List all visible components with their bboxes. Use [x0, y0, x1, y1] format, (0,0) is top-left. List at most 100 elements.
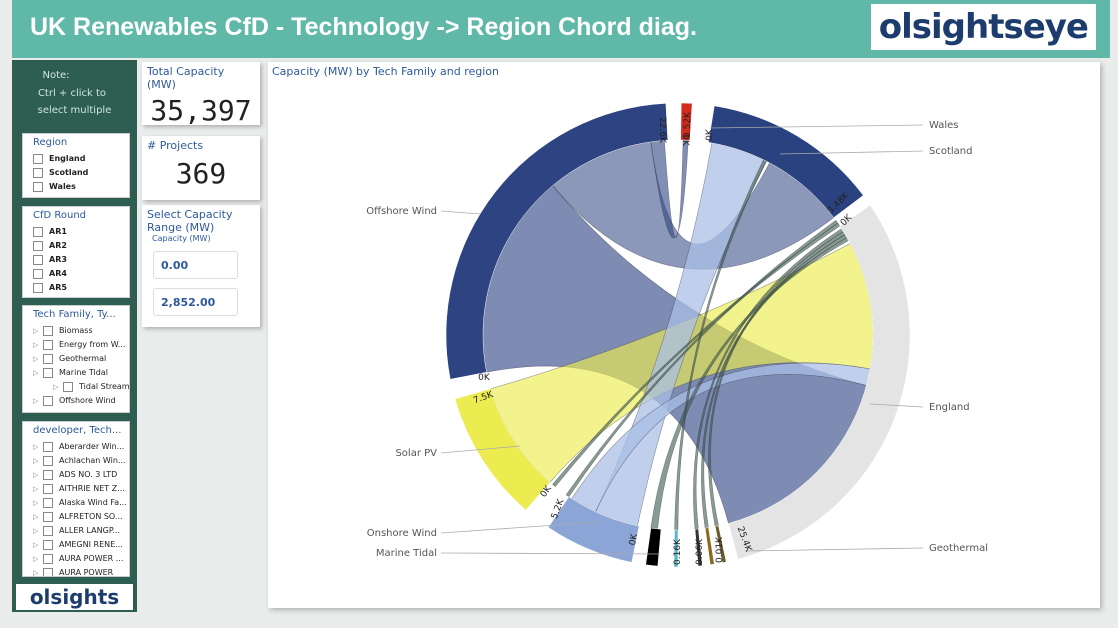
slicer-item[interactable]: England: [23, 152, 129, 166]
slicer-item-text: Marine Tidal: [59, 368, 108, 377]
note-title: Note:: [42, 70, 70, 81]
tick-label: 22.6K: [657, 117, 667, 144]
chord-label: Wales: [929, 120, 959, 131]
leader-line: [744, 547, 924, 552]
tick-label: 0K: [705, 128, 715, 141]
kpi-card: # Projects 369: [142, 136, 260, 200]
slicer-item-text: AURA POWER: [59, 568, 114, 577]
tick-label: 0.06K: [695, 538, 705, 565]
slicer-item[interactable]: ▷ Energy from W...: [33, 339, 126, 350]
slicer-item[interactable]: ▷ Tidal Stream: [53, 381, 130, 392]
slicer-item[interactable]: AR3: [23, 253, 129, 267]
slicer-item[interactable]: AR1: [23, 225, 129, 239]
arc-small: [673, 529, 679, 568]
slicer-item-text: AR4: [49, 269, 67, 278]
slicer-item[interactable]: ▷ ALFRETON SO...: [33, 511, 123, 522]
slicer-item[interactable]: AR2: [23, 239, 129, 253]
arc-wales: [680, 102, 693, 141]
slicer-item[interactable]: AR5: [23, 281, 129, 295]
chord-label: Scotland: [929, 146, 972, 157]
tick-label: 0.01K: [715, 536, 725, 563]
card-label: Select Capacity Range (MW): [147, 208, 233, 234]
slicer-item-text: Energy from W...: [59, 340, 126, 349]
slicer-title: developer, Tech...: [33, 425, 122, 436]
slicer: CfD Round AR1 AR2 AR3 AR4 AR5: [22, 206, 130, 298]
range-card: Select Capacity Range (MW) Capacity (MW)…: [142, 205, 260, 327]
slicer-item[interactable]: ▷ ADS NO. 3 LTD: [33, 469, 118, 480]
arc-england: [728, 204, 911, 560]
leader-line: [440, 552, 661, 555]
slicer-item-text: Scotland: [49, 168, 89, 177]
slicer-item-text: AITHRIE NET Z...: [59, 484, 125, 493]
slicer-item[interactable]: ▷ AURA POWER ...: [33, 553, 124, 564]
chord-label: Marine Tidal: [376, 548, 437, 559]
arc-geothermal: [645, 527, 662, 567]
slicer-item[interactable]: AR4: [23, 267, 129, 281]
slicer-item[interactable]: ▷ ALLER LANGP...: [33, 525, 121, 536]
slicer-item-text: AR2: [49, 241, 67, 250]
arc-small: [714, 525, 727, 564]
slicer-item[interactable]: ▷ AITHRIE NET Z...: [33, 483, 125, 494]
slicer-item-text: Tidal Stream: [79, 382, 130, 391]
arc-small: [704, 527, 715, 566]
slicer-item-text: AURA POWER ...: [59, 554, 124, 563]
slicer-item-text: AR5: [49, 283, 67, 292]
leader-line: [709, 124, 924, 129]
card-label: Total Capacity (MW): [147, 65, 225, 91]
tick-label: 0.16K: [673, 538, 683, 565]
slicer-item[interactable]: ▷ Alaska Wind Fa...: [33, 497, 127, 508]
chart-title: Capacity (MW) by Tech Family and region: [272, 65, 500, 78]
slicer-item-text: Biomass: [59, 326, 93, 335]
slicer-item[interactable]: ▷ Offshore Wind: [33, 395, 116, 406]
slicer-item-text: Alaska Wind Fa...: [59, 498, 127, 507]
slicer-title: Tech Family, Ty...: [33, 309, 116, 320]
chord-label: Onshore Wind: [367, 528, 437, 539]
tick-label: 0.52K: [683, 111, 693, 138]
card-label: # Projects: [147, 139, 204, 152]
slicer: Tech Family, Ty... ▷ Biomass ▷ Energy from W…: [22, 305, 130, 413]
slicer-item[interactable]: ▷ Achlachan Win...: [33, 455, 126, 466]
slicer-item[interactable]: ▷ AMEGNI RENE...: [33, 539, 123, 550]
card-value: 35,397: [150, 94, 252, 127]
leader-line: [440, 445, 521, 454]
tick-label: 0K: [628, 532, 640, 546]
slicer-item[interactable]: ▷ Aberarder Win...: [33, 441, 125, 452]
slicer-item-text: Geothermal: [59, 354, 107, 363]
tick-label: 0K: [478, 373, 491, 383]
slicer-item-text: England: [49, 154, 86, 163]
note-line: select multiple: [37, 105, 112, 116]
chord-ribbon: [552, 222, 841, 487]
leader-line: [440, 210, 481, 215]
leader-line: [869, 403, 924, 408]
range-min[interactable]: 0.00: [153, 251, 238, 279]
slicer-item-text: Achlachan Win...: [59, 456, 126, 465]
slicer-item[interactable]: Wales: [23, 180, 129, 194]
slicer-item-text: Offshore Wind: [59, 396, 116, 405]
note-line: Ctrl + click to: [37, 88, 107, 99]
arc-offshore-wind: [445, 103, 669, 380]
chord-label: Offshore Wind: [366, 206, 437, 217]
slicer-item[interactable]: ▷ Geothermal: [33, 353, 107, 364]
slicer-item[interactable]: ▷ Biomass: [33, 325, 93, 336]
slicer-item[interactable]: Scotland: [23, 166, 129, 180]
leader-line: [779, 150, 924, 155]
tick-label: 0K: [680, 134, 690, 147]
slicer-item-text: ALFRETON SO...: [59, 512, 123, 521]
range-max[interactable]: 2,852.00: [153, 288, 238, 316]
arc-solar-pv: [454, 388, 551, 511]
slicer-item[interactable]: ▷ AURA POWER: [33, 567, 114, 577]
chord-label: Geothermal: [929, 543, 988, 554]
chord-label: Solar PV: [395, 448, 437, 459]
arc-onshore-wind: [547, 496, 640, 563]
chord-label: England: [929, 402, 970, 413]
slicer-item[interactable]: ▷ Marine Tidal: [33, 367, 108, 378]
leader-line: [440, 521, 601, 534]
slicer-item-text: ALLER LANGP...: [59, 526, 121, 535]
arc-small: [694, 528, 703, 567]
kpi-card: Total Capacity (MW) 35,397: [142, 62, 260, 127]
slicer-title: CfD Round: [33, 210, 87, 221]
logo: olsightseye: [870, 4, 1096, 50]
slicer-item-text: Wales: [49, 182, 76, 191]
slicer-item-text: Aberarder Win...: [59, 442, 125, 451]
